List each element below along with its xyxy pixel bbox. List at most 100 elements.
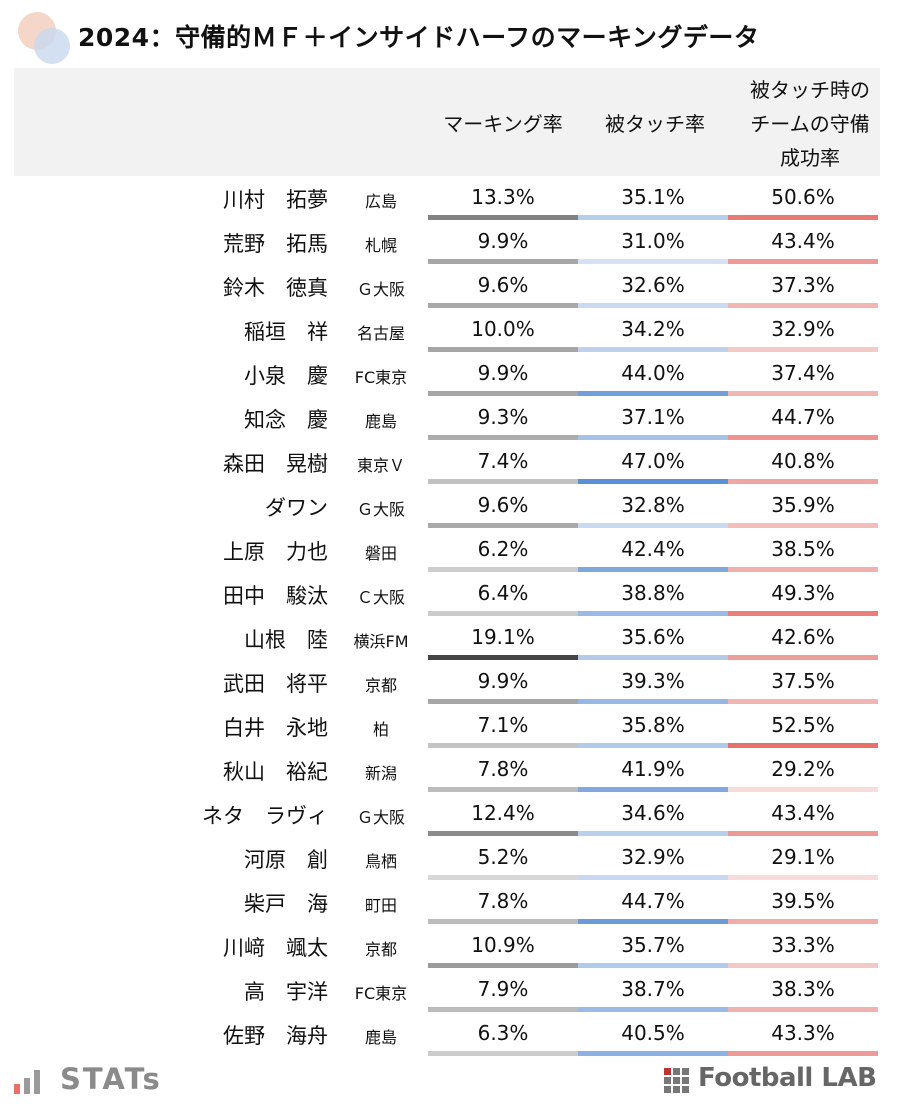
table-row: 白井 永地 柏 7.1% 35.8% 52.5%: [14, 704, 880, 748]
header-line: チームの守備: [750, 112, 870, 136]
table-row: 川村 拓夢 広島 13.3% 35.1% 50.6%: [14, 176, 880, 220]
defense-success-bar: [728, 787, 878, 792]
touched-rate-value: 35.1%: [621, 185, 685, 209]
touched-rate-bar: [578, 655, 728, 660]
touched-rate-bar: [578, 479, 728, 484]
table-row: 高 宇洋 FC東京 7.9% 38.7% 38.3%: [14, 968, 880, 1012]
touched-rate-bar: [578, 347, 728, 352]
table-row: ダワン Ｇ大阪 9.6% 32.8% 35.9%: [14, 484, 880, 528]
player-name: 川﨑 颯太: [223, 936, 328, 960]
touched-rate-value: 35.6%: [621, 625, 685, 649]
defense-success-value: 35.9%: [771, 493, 835, 517]
marking-rate-bar: [428, 259, 578, 264]
defense-success-bar: [728, 919, 878, 924]
player-name: 白井 永地: [223, 716, 328, 740]
touched-rate-value: 34.6%: [621, 801, 685, 825]
player-name: 知念 慶: [244, 408, 328, 432]
touched-rate-bar: [578, 435, 728, 440]
team-name: 札幌: [364, 236, 397, 255]
marking-rate-value: 10.9%: [471, 933, 535, 957]
defense-success-bar: [728, 523, 878, 528]
header-marking-rate: マーキング率: [443, 112, 563, 136]
defense-success-value: 29.2%: [771, 757, 835, 781]
defense-success-bar: [728, 215, 878, 220]
touched-rate-bar: [578, 743, 728, 748]
table-row: 河原 創 鳥栖 5.2% 32.9% 29.1%: [14, 836, 880, 880]
page-title: 2024：守備的ＭＦ＋インサイドハーフのマーキングデータ: [78, 23, 760, 52]
touched-rate-bar: [578, 567, 728, 572]
marking-rate-value: 7.4%: [477, 449, 529, 473]
marking-rate-bar: [428, 919, 578, 924]
marking-rate-bar: [428, 523, 578, 528]
touched-rate-bar: [578, 699, 728, 704]
marking-rate-bar: [428, 435, 578, 440]
player-name: 上原 力也: [223, 540, 328, 564]
football-lab-grid-icon: [664, 1068, 689, 1093]
header-defense-success-rate: 被タッチ時の チームの守備 成功率: [730, 73, 890, 175]
touched-rate-value: 37.1%: [621, 405, 685, 429]
defense-success-value: 37.3%: [771, 273, 835, 297]
touched-rate-value: 40.5%: [621, 1021, 685, 1045]
team-name: 鳥栖: [364, 852, 397, 871]
touched-rate-bar: [578, 391, 728, 396]
touched-rate-value: 47.0%: [621, 449, 685, 473]
touched-rate-value: 42.4%: [621, 537, 685, 561]
team-name: 鹿島: [364, 412, 397, 431]
team-name: Ｇ大阪: [356, 280, 405, 299]
defense-success-value: 37.4%: [771, 361, 835, 385]
marking-rate-bar: [428, 963, 578, 968]
table-row: 小泉 慶 FC東京 9.9% 44.0% 37.4%: [14, 352, 880, 396]
team-name: 町田: [364, 896, 397, 915]
touched-rate-value: 32.9%: [621, 845, 685, 869]
touched-rate-bar: [578, 303, 728, 308]
team-name: FC東京: [354, 368, 408, 387]
football-lab-logo-text: Football LAB: [698, 1063, 877, 1093]
table-row: ネタ ラヴィ Ｇ大阪 12.4% 34.6% 43.4%: [14, 792, 880, 836]
team-name: 東京Ｖ: [356, 456, 405, 475]
touched-rate-value: 32.6%: [621, 273, 685, 297]
team-name: 横浜FM: [353, 632, 409, 651]
touched-rate-bar: [578, 1007, 728, 1012]
marking-rate-value: 9.9%: [477, 361, 529, 385]
touched-rate-bar: [578, 875, 728, 880]
table-row: 森田 晃樹 東京Ｖ 7.4% 47.0% 40.8%: [14, 440, 880, 484]
defense-success-value: 40.8%: [771, 449, 835, 473]
player-name: 鈴木 徳真: [223, 276, 328, 300]
marking-rate-bar: [428, 479, 578, 484]
marking-rate-bar: [428, 611, 578, 616]
team-name: Ｇ大阪: [356, 500, 405, 519]
defense-success-value: 38.5%: [771, 537, 835, 561]
player-name: ネタ ラヴィ: [202, 804, 328, 828]
marking-rate-value: 9.9%: [477, 229, 529, 253]
touched-rate-bar: [578, 523, 728, 528]
marking-rate-bar: [428, 567, 578, 572]
marking-rate-value: 9.6%: [477, 493, 529, 517]
table-row: 稲垣 祥 名古屋 10.0% 34.2% 32.9%: [14, 308, 880, 352]
team-name: FC東京: [354, 984, 408, 1003]
team-name: 京都: [364, 940, 397, 959]
player-name: 柴戸 海: [244, 892, 328, 916]
marking-rate-value: 9.9%: [477, 669, 529, 693]
defense-success-value: 44.7%: [771, 405, 835, 429]
touched-rate-bar: [578, 215, 728, 220]
defense-success-value: 38.3%: [771, 977, 835, 1001]
player-name: 秋山 裕紀: [223, 760, 328, 784]
team-name: 柏: [372, 720, 389, 739]
defense-success-value: 43.4%: [771, 229, 835, 253]
marking-rate-bar: [428, 787, 578, 792]
defense-success-bar: [728, 611, 878, 616]
header-line: 成功率: [780, 146, 840, 170]
team-name: 名古屋: [356, 324, 405, 343]
marking-rate-value: 19.1%: [471, 625, 535, 649]
player-name: 佐野 海舟: [223, 1024, 328, 1048]
team-name: 京都: [364, 676, 397, 695]
touched-rate-value: 44.0%: [621, 361, 685, 385]
touched-rate-value: 41.9%: [621, 757, 685, 781]
player-name: 稲垣 祥: [244, 320, 328, 344]
table-row: 山根 陸 横浜FM 19.1% 35.6% 42.6%: [14, 616, 880, 660]
touched-rate-bar: [578, 259, 728, 264]
team-name: 新潟: [364, 764, 397, 783]
marking-rate-value: 6.3%: [477, 1021, 529, 1045]
marking-rate-value: 12.4%: [471, 801, 535, 825]
touched-rate-bar: [578, 611, 728, 616]
